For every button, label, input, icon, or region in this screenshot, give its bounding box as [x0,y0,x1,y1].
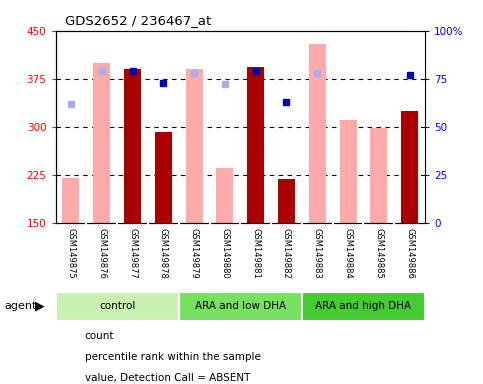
Text: GSM149881: GSM149881 [251,228,260,279]
Bar [401,111,418,223]
Bar [302,292,425,321]
Bar [155,132,172,223]
Text: GSM149879: GSM149879 [190,228,199,279]
Bar [340,120,356,223]
Text: ▶: ▶ [35,300,44,313]
Bar [179,292,302,321]
Text: GSM149878: GSM149878 [159,228,168,279]
Text: GSM149883: GSM149883 [313,228,322,279]
Text: ARA and low DHA: ARA and low DHA [195,301,286,311]
Bar [62,178,79,223]
Bar [185,69,202,223]
Bar [278,179,295,223]
Text: GSM149877: GSM149877 [128,228,137,279]
Text: ARA and high DHA: ARA and high DHA [315,301,412,311]
Bar [309,43,326,223]
Bar [56,292,179,321]
Text: agent: agent [5,301,37,311]
Bar [370,128,387,223]
Bar [93,63,110,223]
Text: count: count [85,331,114,341]
Text: GSM149880: GSM149880 [220,228,229,279]
Text: GSM149876: GSM149876 [97,228,106,279]
Text: GSM149875: GSM149875 [67,228,75,279]
Text: GDS2652 / 236467_at: GDS2652 / 236467_at [65,14,212,27]
Bar [216,168,233,223]
Bar [247,67,264,223]
Text: GSM149885: GSM149885 [374,228,384,279]
Text: value, Detection Call = ABSENT: value, Detection Call = ABSENT [85,373,250,383]
Text: GSM149882: GSM149882 [282,228,291,279]
Text: GSM149886: GSM149886 [405,228,414,279]
Text: percentile rank within the sample: percentile rank within the sample [85,352,260,362]
Text: GSM149884: GSM149884 [343,228,353,279]
Bar [124,69,141,223]
Text: control: control [99,301,135,311]
